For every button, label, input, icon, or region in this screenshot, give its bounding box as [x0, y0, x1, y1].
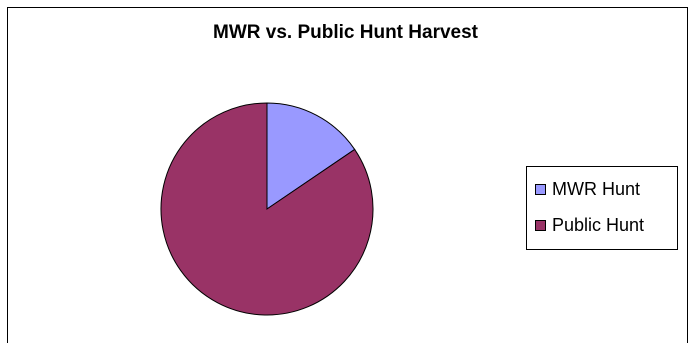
legend-entry-mwr-hunt: MWR Hunt	[535, 177, 640, 201]
pie-slice-mwr-hunt	[266, 102, 356, 210]
legend: MWR Hunt Public Hunt	[526, 166, 678, 250]
legend-swatch-mwr-hunt	[535, 183, 546, 195]
legend-label-mwr-hunt: MWR Hunt	[552, 178, 641, 199]
pie-slices	[160, 102, 374, 316]
legend-label-public-hunt: Public Hunt	[552, 214, 645, 235]
chart-title: MWR vs. Public Hunt Harvest	[213, 22, 478, 43]
legend-entry-public-hunt: Public Hunt	[535, 213, 644, 237]
pie-slice-public-hunt	[160, 102, 374, 316]
legend-swatch-public-hunt	[535, 219, 546, 231]
